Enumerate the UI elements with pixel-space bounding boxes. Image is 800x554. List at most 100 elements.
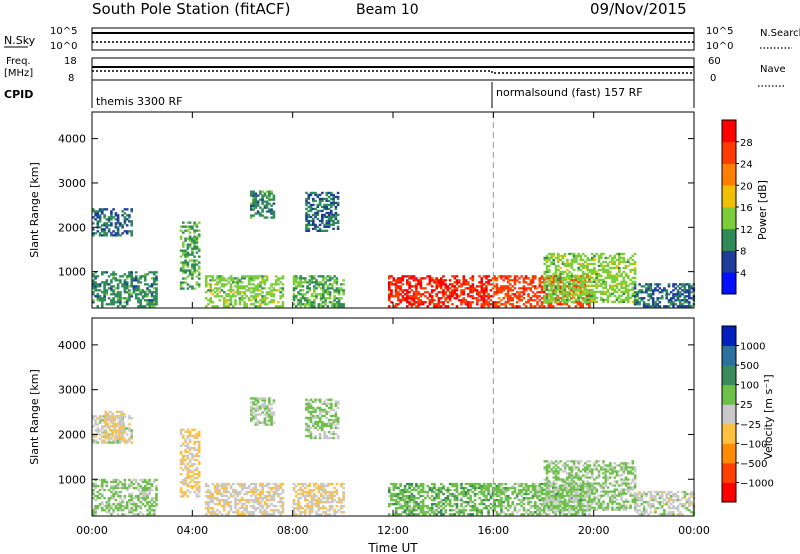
data-cell: [256, 399, 260, 402]
data-cell: [123, 486, 127, 490]
data-cell: [335, 492, 339, 496]
data-cell: [415, 291, 418, 294]
data-cell: [502, 287, 505, 290]
data-cell: [455, 507, 459, 510]
data-cell: [234, 281, 237, 284]
data-cell: [531, 291, 535, 294]
data-cell: [306, 281, 309, 284]
data-cell: [471, 295, 475, 298]
data-cell: [502, 275, 505, 278]
data-cell: [412, 499, 416, 502]
data-cell: [581, 272, 585, 275]
data-cell: [332, 195, 335, 199]
data-cell: [119, 299, 122, 302]
data-cell: [254, 212, 258, 215]
data-cell: [292, 295, 296, 298]
data-cell: [583, 283, 587, 286]
data-cell: [261, 511, 264, 514]
data-cell: [324, 501, 327, 504]
data-cell: [96, 214, 100, 217]
data-cell: [403, 505, 407, 508]
data-cell: [538, 279, 542, 282]
data-cell: [534, 295, 537, 298]
data-cell: [547, 501, 551, 504]
data-cell: [188, 430, 192, 433]
data-cell: [254, 415, 258, 418]
data-cell: [576, 285, 580, 288]
data-cell: [471, 301, 475, 304]
data-cell: [261, 200, 264, 203]
data-cell: [531, 299, 535, 302]
vel-region-7: [305, 398, 340, 440]
data-cell: [531, 482, 535, 486]
data-cell: [114, 214, 118, 217]
data-cell: [245, 486, 249, 490]
data-cell: [478, 291, 481, 294]
data-cell: [103, 230, 106, 233]
data-cell: [330, 414, 333, 418]
data-cell: [636, 301, 639, 304]
data-cell: [647, 303, 650, 306]
data-cell: [327, 424, 331, 428]
data-cell: [458, 499, 461, 502]
data-cell: [317, 503, 321, 506]
data-cell: [597, 258, 601, 262]
data-cell: [633, 262, 637, 266]
data-cell: [243, 287, 246, 290]
data-cell: [106, 416, 110, 420]
data-cell: [272, 214, 276, 217]
data-cell: [186, 454, 190, 458]
data-cell: [281, 505, 285, 508]
data-cell: [495, 499, 499, 502]
data-cell: [473, 488, 477, 492]
data-cell: [277, 511, 280, 514]
data-cell: [394, 509, 398, 512]
data-cell: [509, 275, 512, 278]
data-cell: [575, 256, 578, 260]
data-cell: [455, 494, 459, 498]
data-cell: [522, 303, 526, 306]
data-cell: [179, 283, 183, 286]
data-cell: [451, 303, 454, 306]
data-cell: [254, 494, 258, 498]
data-cell: [143, 277, 147, 280]
data-cell: [92, 490, 95, 494]
data-cell: [116, 492, 120, 496]
data-cell: [130, 208, 133, 211]
data-cell: [186, 446, 190, 450]
data-cell: [299, 511, 302, 514]
data-cell: [331, 501, 334, 504]
data-cell: [98, 285, 102, 288]
data-cell: [150, 277, 154, 280]
data-cell: [103, 299, 106, 302]
data-cell: [323, 430, 326, 434]
data-cell: [134, 509, 138, 512]
data-cell: [252, 283, 255, 286]
data-cell: [415, 488, 418, 492]
data-cell: [554, 278, 558, 281]
data-cell: [412, 509, 416, 512]
data-cell: [305, 406, 308, 409]
data-cell: [342, 505, 345, 508]
data-cell: [301, 289, 305, 292]
data-cell: [195, 251, 199, 254]
data-cell: [448, 492, 452, 496]
data-cell: [430, 279, 434, 282]
data-cell: [328, 275, 332, 278]
data-cell: [308, 283, 312, 286]
data-cell: [92, 492, 95, 496]
data-cell: [330, 191, 333, 195]
data-cell: [125, 277, 129, 280]
data-cell: [103, 293, 106, 296]
data-cell: [482, 482, 486, 486]
data-cell: [462, 301, 466, 304]
data-cell: [602, 290, 605, 293]
data-cell: [182, 263, 185, 266]
data-cell: [399, 285, 402, 288]
data-cell: [94, 275, 97, 278]
data-cell: [511, 293, 514, 296]
data-cell: [497, 289, 501, 292]
data-cell: [676, 299, 680, 302]
data-cell: [581, 298, 585, 301]
data-cell: [543, 256, 547, 260]
